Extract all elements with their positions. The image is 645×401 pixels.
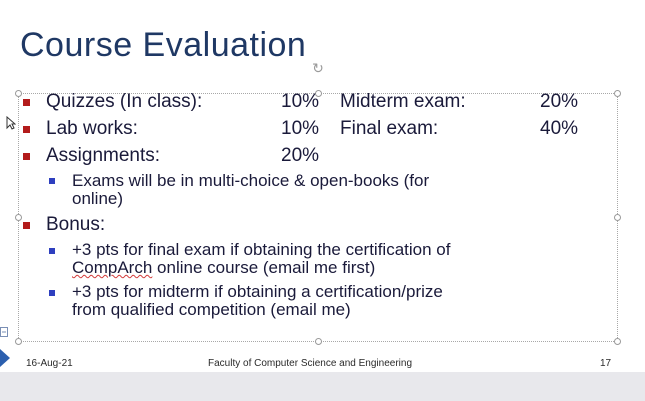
spellcheck-word[interactable]: CompArch bbox=[72, 258, 153, 277]
resize-handle-bottom-right[interactable] bbox=[614, 338, 621, 345]
resize-handle-top[interactable] bbox=[315, 90, 322, 97]
grade-label-final: Final exam: bbox=[340, 118, 439, 139]
bonus-item-midterm-line1: +3 pts for midterm if obtaining a certif… bbox=[72, 282, 443, 301]
bonus-heading: Bonus: bbox=[46, 214, 106, 235]
grade-pct-labs: 10% bbox=[281, 118, 320, 139]
grade-pct-midterm: 20% bbox=[540, 91, 579, 112]
resize-handle-left[interactable] bbox=[15, 214, 22, 221]
bonus-item-final-line2: CompArch online course (email me first) bbox=[72, 258, 375, 278]
grade-label-quizzes: Quizzes (In class): bbox=[46, 91, 203, 112]
bonus-item-final-line2-rest: online course (email me first) bbox=[152, 258, 376, 277]
grade-label-assignments: Assignments: bbox=[46, 145, 161, 166]
sub-bullet-icon bbox=[49, 248, 55, 254]
bonus-item-final-line1: +3 pts for final exam if obtaining the c… bbox=[72, 240, 451, 259]
resize-handle-bottom[interactable] bbox=[315, 338, 322, 345]
slide-nav-arrow-icon[interactable] bbox=[0, 349, 10, 367]
bullet-icon bbox=[23, 126, 30, 133]
expand-marker-icon[interactable] bbox=[0, 327, 8, 337]
bullet-icon bbox=[23, 153, 30, 160]
grade-pct-final: 40% bbox=[540, 118, 579, 139]
resize-handle-bottom-left[interactable] bbox=[15, 338, 22, 345]
slide-canvas[interactable]: Course Evaluation ↻ Quizzes (In class): … bbox=[0, 0, 645, 372]
slide-title[interactable]: Course Evaluation bbox=[20, 26, 307, 64]
footer-page-number: 17 bbox=[600, 358, 612, 369]
bottom-strip bbox=[0, 372, 645, 401]
grade-label-midterm: Midterm exam: bbox=[340, 91, 466, 112]
resize-handle-top-right[interactable] bbox=[614, 90, 621, 97]
grade-label-labs: Lab works: bbox=[46, 118, 138, 139]
rotate-handle-icon[interactable]: ↻ bbox=[312, 60, 324, 76]
exam-format-note-line1: Exams will be in multi-choice & open-boo… bbox=[72, 171, 430, 190]
footer-faculty: Faculty of Computer Science and Engineer… bbox=[208, 358, 413, 369]
bonus-item-midterm-line2: from qualified competition (email me) bbox=[72, 300, 351, 319]
sub-bullet-icon bbox=[49, 178, 55, 184]
bullet-icon bbox=[23, 222, 30, 229]
grade-pct-assignments: 20% bbox=[281, 145, 320, 166]
resize-handle-top-left[interactable] bbox=[15, 90, 22, 97]
grade-pct-quizzes: 10% bbox=[281, 91, 320, 112]
sub-bullet-icon bbox=[49, 290, 55, 296]
exam-format-note-line2: online) bbox=[72, 189, 124, 208]
bullet-icon bbox=[23, 99, 30, 106]
resize-handle-right[interactable] bbox=[614, 214, 621, 221]
footer-date: 16-Aug-21 bbox=[26, 358, 73, 369]
mouse-cursor-icon bbox=[6, 116, 16, 130]
